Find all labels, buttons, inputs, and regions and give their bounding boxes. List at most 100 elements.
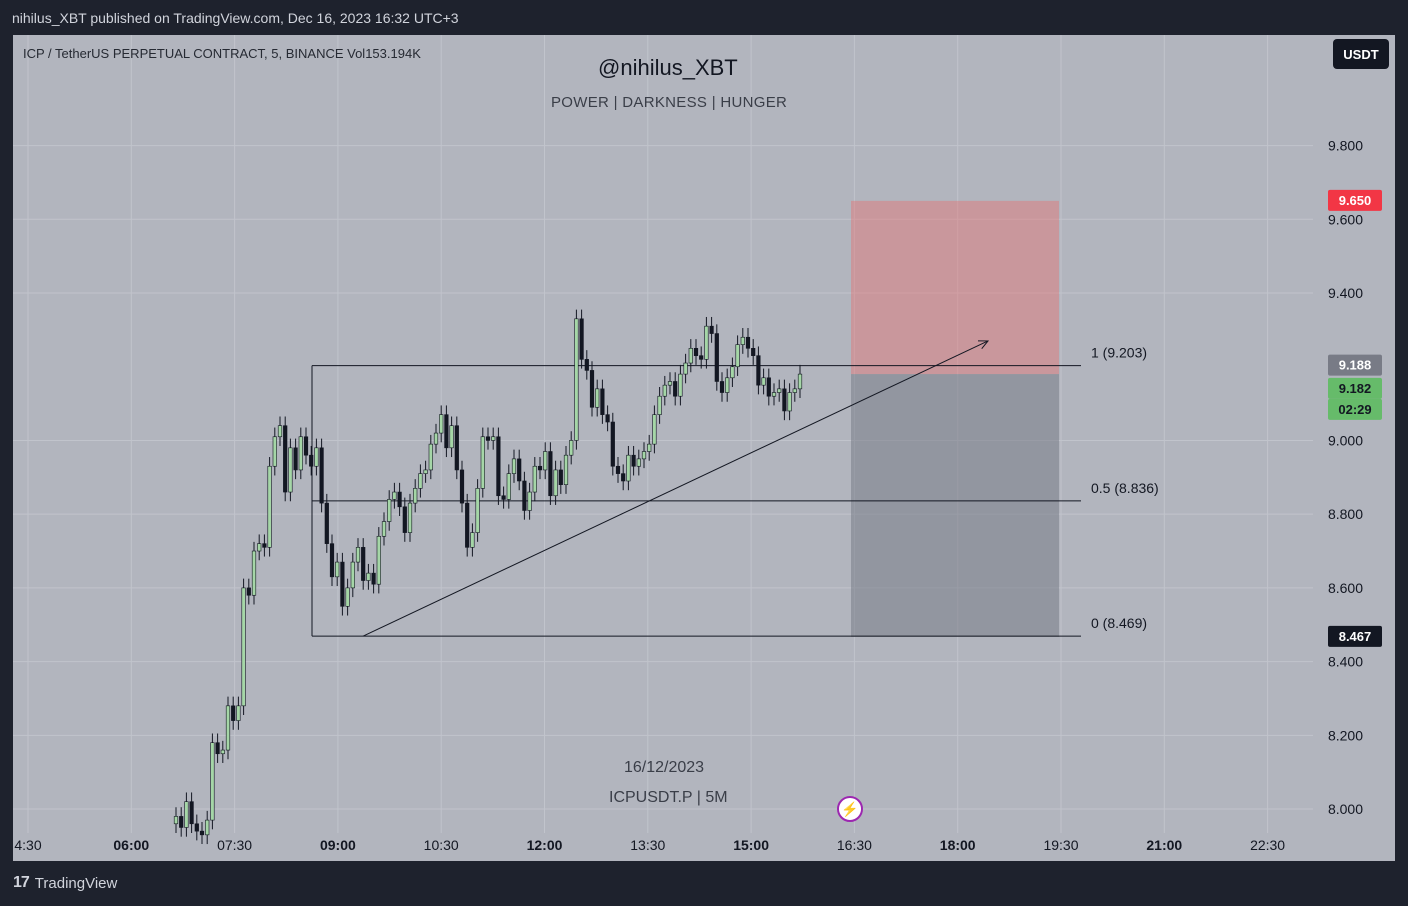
candle-body: [574, 318, 579, 441]
candle: [314, 438, 319, 476]
candle: [522, 471, 527, 520]
candle-body: [485, 436, 491, 441]
candle: [324, 493, 329, 553]
candle-body: [366, 572, 371, 581]
candle-body: [293, 447, 298, 471]
x-tick-label: 07:30: [217, 837, 252, 853]
candle: [532, 457, 537, 502]
candle: [236, 696, 241, 730]
candle: [361, 538, 366, 590]
candle: [371, 563, 376, 594]
candle-body: [652, 414, 657, 445]
candle: [303, 427, 309, 465]
candle-body: [475, 488, 480, 533]
candle-body: [397, 491, 402, 508]
candle-body: [205, 819, 210, 836]
candle: [709, 316, 714, 343]
candle-body: [600, 388, 605, 415]
candle: [475, 479, 480, 542]
x-tick-label: 4:30: [14, 837, 41, 853]
chart-area[interactable]: 9.800 9.600 9.400 9.000 8.800 8.600 8.400 8.200…: [13, 35, 1395, 861]
candle-body: [309, 454, 314, 467]
candle: [735, 335, 740, 376]
candle: [548, 442, 553, 505]
y-tick-label: 8.400: [1328, 654, 1363, 670]
candle-body: [350, 561, 355, 589]
candle: [621, 464, 626, 491]
candle-body: [527, 491, 532, 511]
y-tick-label: 8.000: [1328, 801, 1363, 817]
candle: [683, 353, 688, 384]
candle-body: [267, 465, 272, 548]
candle: [657, 387, 662, 424]
x-tick-label: 12:00: [527, 837, 563, 853]
candle: [761, 368, 766, 395]
candle: [579, 309, 584, 369]
candle-body: [319, 447, 324, 504]
candle: [569, 431, 574, 465]
tradingview-brand[interactable]: 17 TradingView: [13, 874, 117, 892]
y-tick-label: 8.600: [1328, 580, 1363, 596]
candle: [184, 792, 189, 837]
candle: [553, 460, 558, 505]
candle: [428, 434, 433, 480]
candle: [423, 460, 428, 483]
price-chart[interactable]: 9.800 9.600 9.400 9.000 8.800 8.600 8.400 8.200…: [13, 35, 1395, 861]
candle-body: [647, 443, 652, 452]
candle-body: [621, 473, 626, 482]
candle-body: [251, 550, 257, 596]
candle-body: [199, 830, 205, 836]
x-tick-label: 15:00: [733, 837, 769, 853]
candle-body: [257, 543, 262, 552]
candle-body: [673, 381, 678, 397]
candle-body: [610, 421, 615, 467]
candle: [220, 740, 225, 763]
price-badge: [1328, 398, 1382, 420]
price-badge-label: 9.650: [1339, 193, 1372, 208]
candle-body: [777, 388, 782, 393]
candle-body: [439, 414, 444, 434]
candle: [355, 538, 361, 572]
candle: [433, 423, 439, 454]
candle: [693, 339, 699, 365]
candle-body: [324, 502, 329, 544]
candle: [574, 309, 579, 450]
candle-body: [277, 425, 283, 438]
candle-body: [236, 705, 241, 721]
price-badge-label: 9.188: [1339, 358, 1372, 373]
candle-body: [699, 355, 704, 360]
candle: [392, 482, 397, 509]
candle: [309, 445, 314, 476]
watermark-title: @nihilus_XBT: [598, 55, 738, 80]
currency-button[interactable]: USDT: [1333, 39, 1389, 69]
price-badge: [1328, 377, 1382, 399]
candle-body: [371, 572, 376, 585]
candle-body: [335, 561, 340, 578]
candle: [407, 493, 413, 542]
publisher-bar: nihilus_XBT published on TradingView.com…: [0, 0, 1408, 36]
candle-body: [657, 395, 662, 415]
candle: [595, 379, 600, 417]
candle: [636, 449, 641, 476]
brand-label: TradingView: [34, 874, 118, 892]
tradingview-logo-icon: 17: [13, 874, 30, 891]
candle-body: [641, 451, 647, 460]
candle: [771, 383, 777, 406]
candle: [194, 814, 199, 841]
candle-body: [392, 491, 397, 500]
candle-body: [714, 333, 719, 382]
lightning-icon[interactable]: ⚡: [837, 796, 863, 822]
x-tick-label: 06:00: [113, 837, 149, 853]
candle: [501, 486, 506, 509]
x-tick-label: 18:00: [940, 837, 976, 853]
candle: [293, 438, 298, 480]
candle: [288, 438, 293, 502]
candle-body: [345, 587, 350, 607]
candle-body: [220, 749, 225, 755]
candle-body: [688, 348, 693, 364]
candle: [745, 328, 751, 358]
candle: [470, 523, 475, 557]
candle: [267, 457, 272, 557]
candle-body: [756, 355, 761, 386]
candle: [777, 379, 782, 402]
